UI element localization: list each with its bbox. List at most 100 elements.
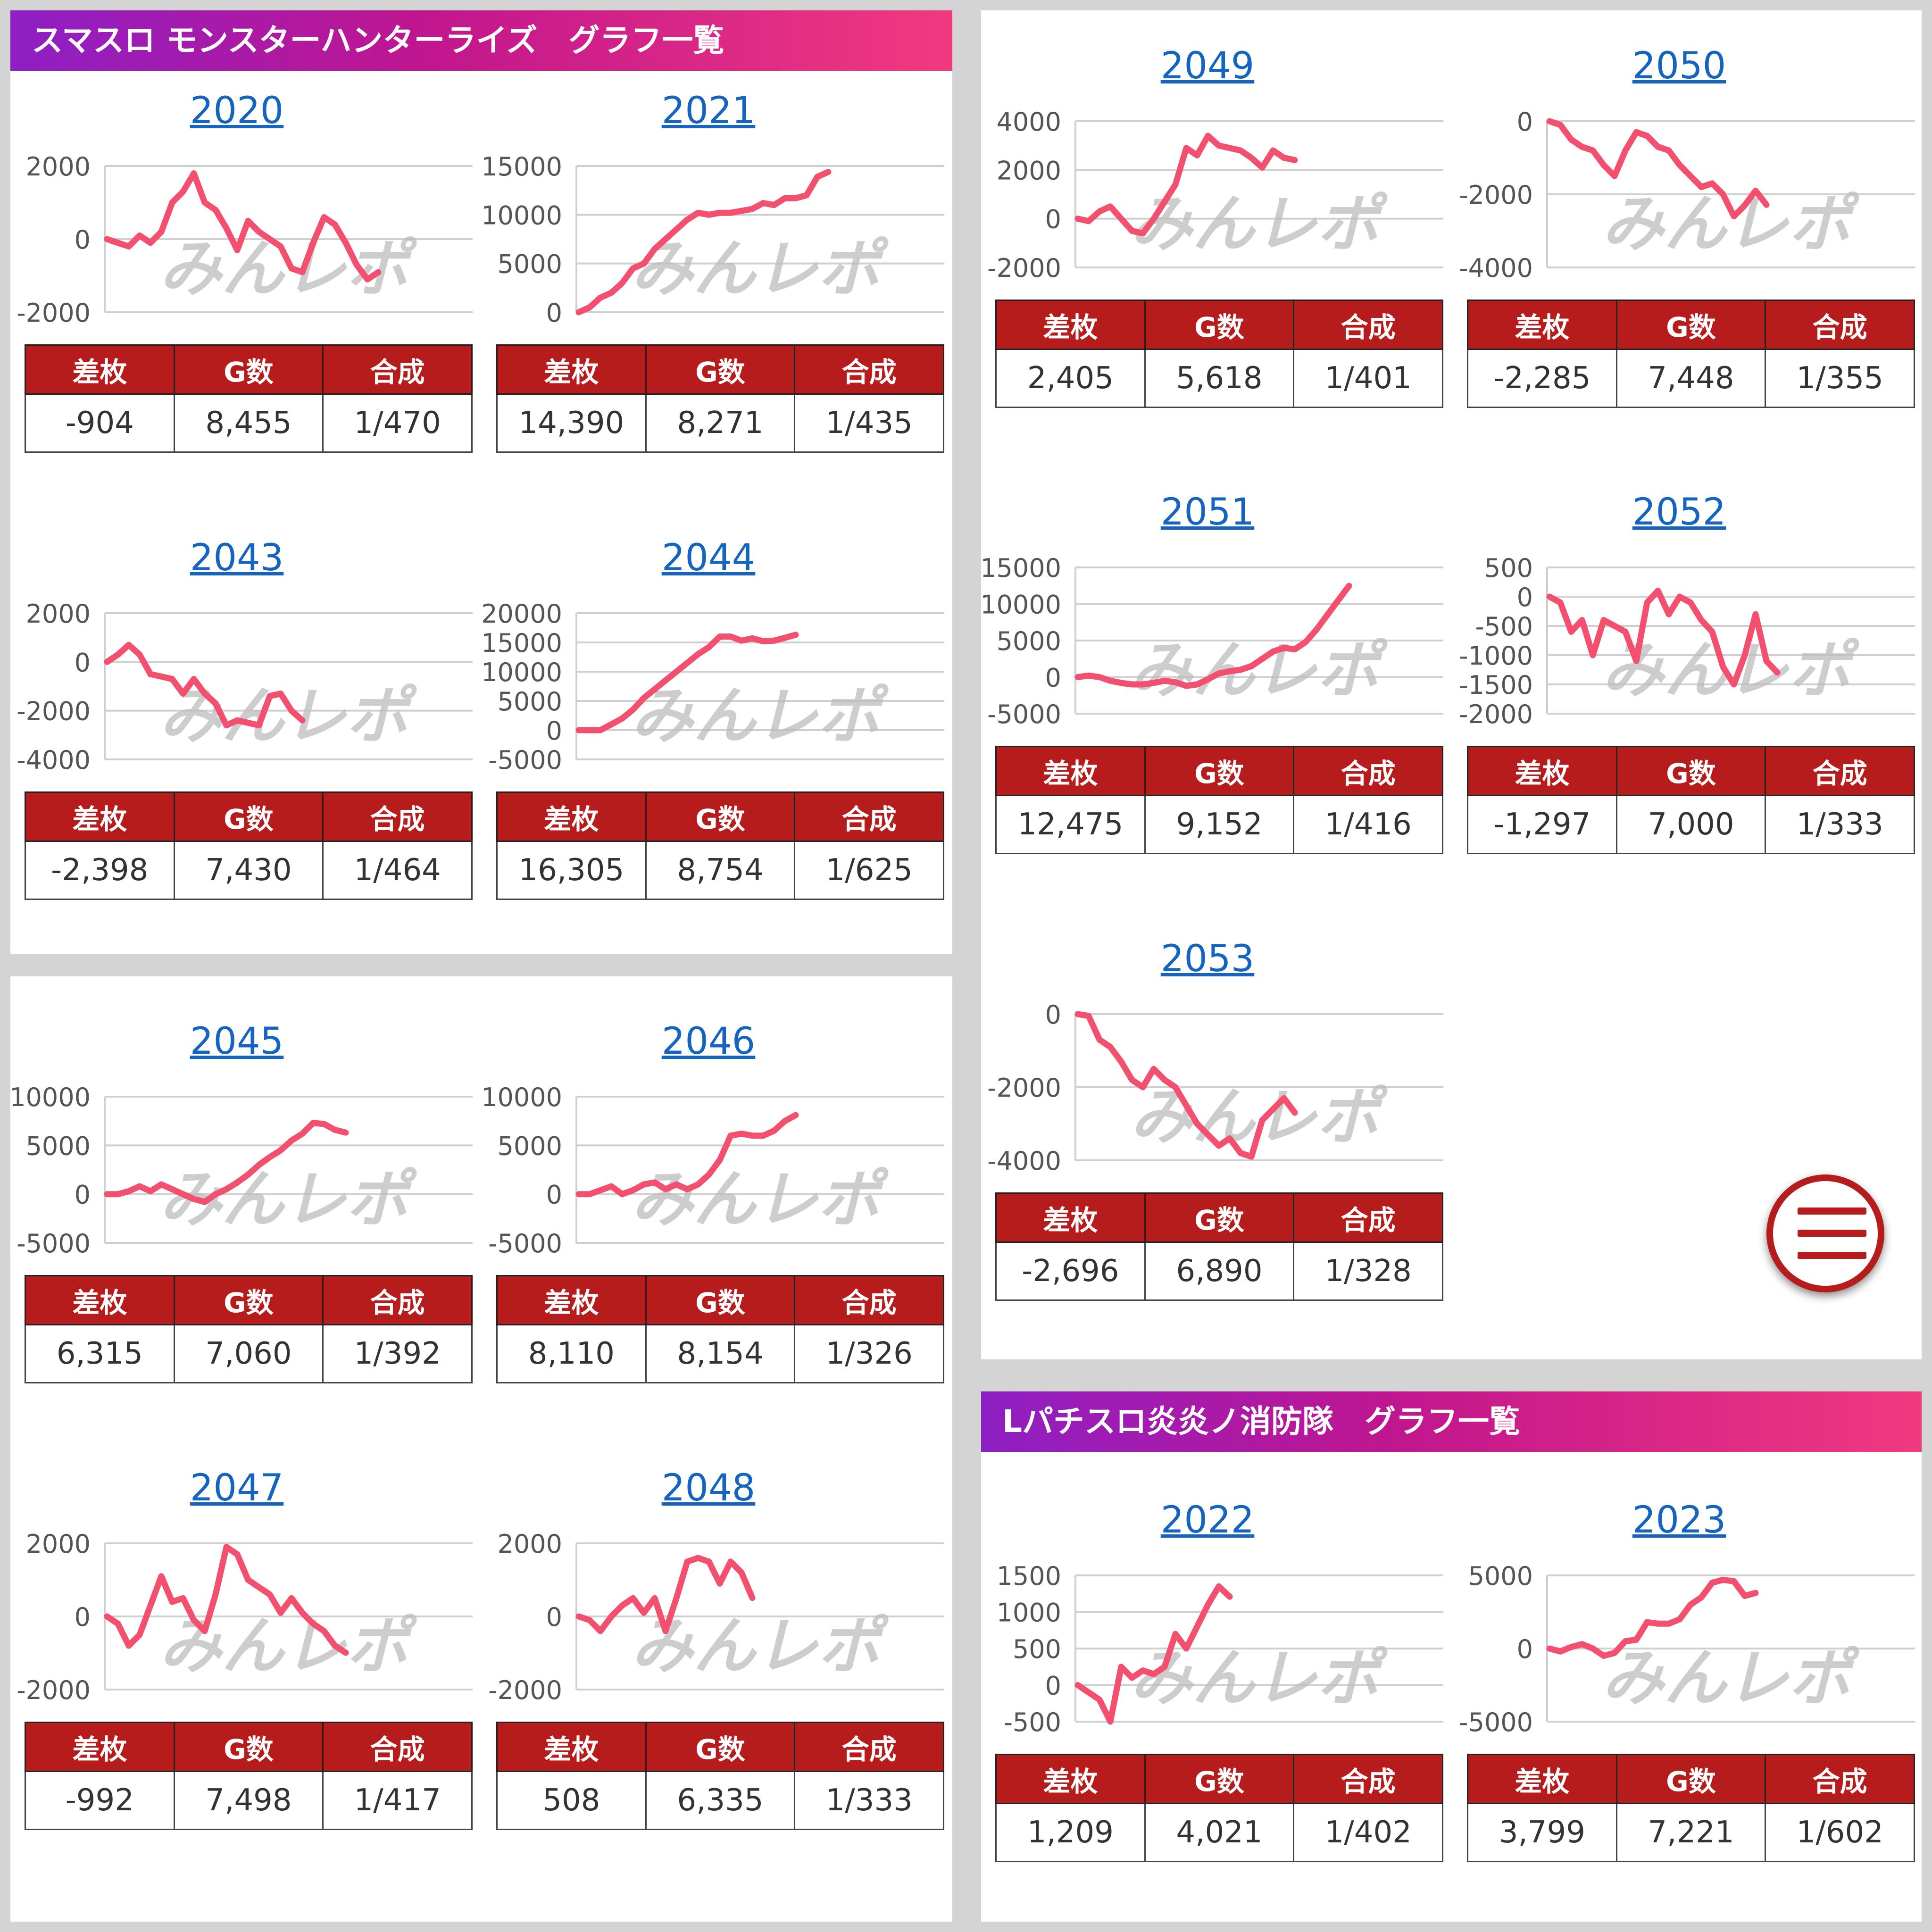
samai-header: 差枚 [25,1721,175,1773]
machine-link-2021[interactable]: 2021 [661,90,756,132]
y-tick-label: 0 [1517,583,1533,612]
samai-header: 差枚 [995,1192,1146,1243]
y-tick-label: 0 [75,1602,91,1632]
y-tick-label: -4000 [17,745,91,773]
machine-link-2047[interactable]: 2047 [190,1467,284,1509]
slump-graph-2022: 1500 1000 500 0 -500 みんレポ [997,1561,1443,1735]
slump-graph-2050: 0 -2000 -4000 みんレポ [1459,107,1915,281]
games-header: G数 [645,791,796,842]
machine-card-2020: 2020 2000 0 -2000 みんレポ 差枚 G数 合成 -904 8,455 1/470 [10,85,473,519]
stats-table: 差枚 G数 合成 -2,696 6,890 1/328 [995,1192,1443,1301]
games-value: 8,271 [645,393,796,453]
samai-header: 差枚 [995,1753,1146,1805]
y-tick-label: 2000 [997,156,1061,185]
stats-table: 差枚 G数 合成 3,799 7,221 1/602 [1467,1753,1915,1862]
y-tick-label: -2000 [17,298,91,325]
stats-table: 差枚 G数 合成 -904 8,455 1/470 [25,344,473,453]
stats-table: 差枚 G数 合成 -2,398 7,430 1/464 [25,791,473,900]
y-tick-label: 0 [546,1602,562,1632]
machine-card-2050: 2050 0 -2000 -4000 みんレポ 差枚 G数 合成 -2,285 7,448 1/35… [1453,40,1915,474]
machine-link-2045[interactable]: 2045 [190,1020,284,1063]
machine-link-2052[interactable]: 2052 [1632,491,1726,533]
series-line [1546,1576,1759,1659]
gousei-header: 合成 [794,1274,944,1326]
y-tick-label: 10000 [482,1083,562,1112]
gousei-value: 1/625 [794,841,944,900]
gousei-header: 合成 [322,1721,473,1773]
y-tick-label: 0 [546,298,562,325]
machine-link-2053[interactable]: 2053 [1160,938,1255,980]
slump-graph-2023: 5000 0 -5000 みんレポ [1459,1561,1915,1735]
y-tick-label: -2000 [17,697,91,726]
y-tick-label: 2000 [26,599,91,629]
machine-card-2053: 2053 0 -2000 -4000 みんレポ差枚 G数 合成 -2,696 6,890 1/32… [981,933,1443,1367]
series-line [1074,1583,1233,1725]
y-tick-label: 10000 [981,590,1061,620]
y-tick-label: -2000 [488,1675,562,1703]
watermark-logo: みんレポ [1602,188,1860,260]
y-tick-label: 20000 [482,599,562,629]
samai-value: -904 [25,393,175,453]
gousei-header: 合成 [1293,1753,1443,1805]
y-tick-label: -1500 [1459,670,1533,700]
games-value: 4,021 [1144,1803,1295,1862]
y-tick-label: 15000 [482,152,562,182]
stats-table: 差枚 G数 合成 12,475 9,152 1/416 [995,745,1443,854]
machine-link-2049[interactable]: 2049 [1160,45,1255,87]
games-value: 5,618 [1144,349,1295,408]
machine-link-2043[interactable]: 2043 [190,537,284,579]
watermark-logo: みんレポ [631,233,889,305]
series-line [104,1544,349,1656]
slump-graph-2021: 15000 10000 5000 0 みんレポ [482,152,944,325]
games-header: G数 [645,1274,796,1326]
hamburger-menu-button[interactable] [1766,1174,1884,1292]
y-tick-label: -1000 [1459,641,1533,671]
machine-link-2022[interactable]: 2022 [1160,1499,1255,1541]
y-tick-label: 5000 [1468,1561,1533,1591]
series-line [575,1555,756,1634]
watermark-logo: みんレポ [631,680,889,752]
gousei-value: 1/470 [322,393,473,453]
machine-link-2044[interactable]: 2044 [661,537,756,579]
samai-header: 差枚 [496,1274,647,1326]
samai-value: 14,390 [496,393,647,453]
stats-table: 差枚 G数 合成 16,305 8,754 1/625 [496,791,944,900]
y-tick-label: 0 [1045,1000,1061,1030]
games-value: 8,154 [645,1324,796,1383]
machine-link-2046[interactable]: 2046 [661,1020,756,1063]
y-tick-label: 10000 [482,658,562,687]
y-tick-label: 4000 [997,107,1061,137]
stats-table: 差枚 G数 合成 6,315 7,060 1/392 [25,1274,473,1383]
machine-link-2048[interactable]: 2048 [661,1467,756,1509]
machine-card-2043: 2043 2000 0 -2000 -4000 みんレポ 差枚 G数 合成 -2,398 7,430… [10,532,473,966]
gousei-value: 1/401 [1293,349,1443,408]
gousei-value: 1/326 [794,1324,944,1383]
games-value: 7,000 [1616,795,1766,854]
machine-card-2046: 2046 10000 5000 0 -5000 みんレポ 差枚 G数 合成 8,110 8,154 1… [482,1016,944,1449]
games-header: G数 [173,791,324,842]
machine-card-2044: 2044 20000 15000 10000 5000 0 -5000 みんレポ 差枚 G数 合成 1… [482,532,944,966]
y-tick-label: 2000 [498,1529,562,1559]
machine-card-2048: 2048 2000 0 -2000 みんレポ 差枚 G数 合成 508 6,335 1/333 [482,1462,944,1896]
samai-header: 差枚 [496,791,647,842]
slump-graph-2053: 0 -2000 -4000 みんレポ [987,1000,1443,1174]
stats-table: 差枚 G数 合成 14,390 8,271 1/435 [496,344,944,453]
machine-link-2050[interactable]: 2050 [1632,45,1726,87]
machine-card-2051: 2051 15000 10000 5000 0 -5000 みんレポ 差枚 G数 合成 12,475… [981,486,1443,920]
machine-link-2051[interactable]: 2051 [1160,491,1255,533]
y-tick-label: -5000 [488,745,562,773]
machine-link-2023[interactable]: 2023 [1632,1499,1726,1541]
stats-table: 差枚 G数 合成 2,405 5,618 1/401 [995,299,1443,408]
y-tick-label: 0 [75,1180,91,1210]
stats-table: 差枚 G数 合成 -992 7,498 1/417 [25,1721,473,1830]
y-tick-label: -4000 [1459,253,1533,281]
gousei-header: 合成 [794,344,944,395]
slump-graph-2052: 5000-500-1000-1500-2000 みんレポ [1459,553,1915,727]
gousei-value: 1/333 [1765,795,1915,854]
machine-link-2020[interactable]: 2020 [190,90,284,132]
y-tick-label: 0 [1045,663,1061,693]
games-header: G数 [1616,745,1766,797]
y-tick-label: 500 [1013,1634,1061,1664]
